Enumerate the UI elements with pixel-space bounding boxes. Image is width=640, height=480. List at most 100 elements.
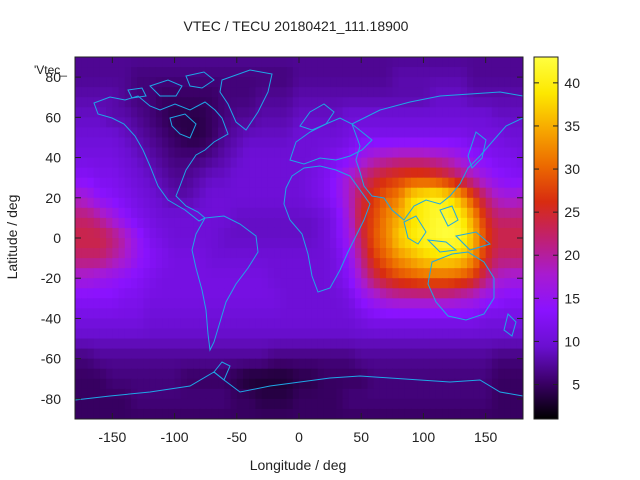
heatmap-cell — [485, 177, 493, 189]
heatmap-cell — [261, 197, 269, 209]
heatmap-cell — [243, 57, 250, 68]
heatmap-cell — [187, 117, 194, 128]
heatmap-cell — [131, 298, 138, 309]
heatmap-cell — [106, 137, 113, 149]
heatmap-cell — [286, 97, 294, 108]
heatmap-cell — [168, 167, 176, 179]
heatmap-cell — [131, 398, 138, 410]
heatmap-cell — [491, 207, 499, 219]
heatmap-cell — [336, 127, 344, 139]
heatmap-cell — [137, 368, 145, 380]
heatmap-cell — [236, 217, 244, 229]
heatmap-cell — [292, 147, 300, 159]
heatmap-cell — [442, 248, 449, 259]
heatmap-cell — [180, 368, 188, 380]
heatmap-cell — [224, 288, 232, 299]
heatmap-cell — [342, 398, 350, 410]
heatmap-cell — [398, 318, 406, 330]
heatmap-cell — [249, 408, 257, 419]
heatmap-cell — [386, 197, 393, 209]
heatmap-cell — [516, 227, 523, 239]
heatmap-cell — [373, 87, 381, 98]
heatmap-cell — [137, 97, 145, 108]
heatmap-cell — [230, 338, 238, 350]
heatmap-cell — [498, 338, 505, 350]
heatmap-cell — [155, 298, 163, 309]
heatmap-cell — [93, 288, 101, 299]
heatmap-cell — [355, 308, 362, 320]
heatmap-cell — [187, 268, 194, 279]
heatmap-cell — [317, 167, 325, 179]
heatmap-cell — [423, 87, 431, 98]
heatmap-cell — [379, 127, 387, 139]
heatmap-cell — [342, 368, 350, 380]
heatmap-cell — [355, 197, 362, 209]
heatmap-cell — [199, 177, 207, 189]
heatmap-cell — [274, 258, 281, 269]
heatmap-cell — [510, 227, 518, 239]
heatmap-cell — [299, 167, 306, 179]
heatmap-cell — [379, 197, 387, 209]
heatmap-cell — [516, 378, 523, 390]
heatmap-cell — [398, 268, 406, 279]
heatmap-cell — [261, 278, 269, 289]
heatmap-cell — [274, 298, 281, 309]
heatmap-cell — [118, 408, 126, 419]
heatmap-cell — [118, 67, 126, 78]
heatmap-cell — [243, 408, 250, 419]
heatmap-cell — [404, 77, 412, 88]
heatmap-cell — [267, 167, 275, 179]
heatmap-cell — [255, 268, 263, 279]
heatmap-cell — [249, 288, 257, 299]
heatmap-cell — [317, 87, 325, 98]
heatmap-cell — [423, 127, 431, 139]
heatmap-cell — [516, 127, 523, 139]
heatmap-cell — [199, 328, 207, 340]
heatmap-cell — [205, 97, 213, 108]
heatmap-cell — [218, 207, 225, 219]
heatmap-cell — [99, 137, 107, 149]
heatmap-cell — [498, 197, 505, 209]
heatmap-cell — [411, 57, 418, 68]
heatmap-cell — [504, 167, 512, 179]
heatmap-cell — [180, 278, 188, 289]
heatmap-cell — [411, 137, 418, 149]
heatmap-cell — [143, 117, 151, 128]
heatmap-cell — [498, 268, 505, 279]
heatmap-cell — [429, 137, 437, 149]
heatmap-cell — [243, 207, 250, 219]
heatmap-cell — [460, 107, 468, 118]
heatmap-cell — [429, 87, 437, 98]
heatmap-cell — [174, 187, 182, 199]
heatmap-cell — [93, 177, 101, 189]
heatmap-cell — [199, 298, 207, 309]
heatmap-cell — [516, 97, 523, 108]
heatmap-cell — [361, 378, 369, 390]
heatmap-cell — [267, 187, 275, 199]
coastline-north-america — [93, 95, 229, 222]
heatmap-cell — [149, 77, 157, 88]
heatmap-cell — [392, 298, 400, 309]
heatmap-cell — [342, 97, 350, 108]
heatmap-cell — [75, 107, 82, 118]
heatmap-cell — [373, 378, 381, 390]
heatmap-cell — [168, 318, 176, 330]
heatmap-cell — [236, 227, 244, 239]
heatmap-cell — [498, 258, 505, 269]
heatmap-cell — [224, 238, 232, 249]
heatmap-cell — [348, 328, 356, 340]
heatmap-cell — [75, 127, 82, 139]
heatmap-cell — [342, 117, 350, 128]
heatmap-cell — [155, 258, 163, 269]
heatmap-cell — [224, 217, 232, 229]
heatmap-cell — [373, 398, 381, 410]
heatmap-cell — [124, 197, 132, 209]
heatmap-cell — [348, 67, 356, 78]
heatmap-cell — [286, 227, 294, 239]
heatmap-cell — [473, 187, 481, 199]
heatmap-cell — [149, 268, 157, 279]
heatmap-cell — [249, 328, 257, 340]
heatmap-cell — [255, 207, 263, 219]
heatmap-cell — [205, 278, 213, 289]
heatmap-cell — [317, 147, 325, 159]
